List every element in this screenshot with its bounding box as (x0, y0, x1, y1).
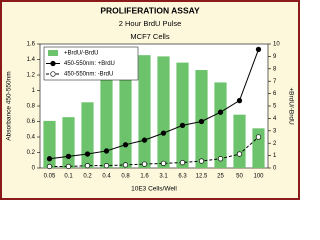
y-tick-label: 0 (32, 166, 36, 172)
chart: PROLIFERATION ASSAY 2 Hour BrdU Pulse MC… (0, 0, 300, 200)
bar (233, 114, 246, 168)
bar (214, 82, 227, 168)
y2-tick-label: 0 (273, 166, 277, 172)
y2-tick-label: 8 (273, 66, 277, 72)
marker (236, 151, 243, 157)
legend-label: 450-550nm: -BrdU (64, 72, 113, 78)
x-tick-label: 50 (236, 174, 243, 180)
x-tick-label: 0.1 (64, 174, 73, 180)
y2-tick-label: 4 (273, 116, 277, 122)
chart-title: PROLIFERATION ASSAY (100, 5, 200, 15)
bar (138, 55, 151, 168)
y-tick-label: 1 (32, 88, 36, 94)
x-tick-label: 100 (253, 174, 264, 180)
x-tick-label: 3.1 (159, 174, 168, 180)
y2-axis-label: +BrdU/-BrdU (287, 87, 294, 125)
y2-tick-label: 5 (273, 104, 277, 110)
y-axis-label: Absorbance 450-550nm (6, 71, 13, 140)
marker (255, 134, 262, 140)
marker (160, 130, 167, 136)
marker (198, 118, 205, 125)
y-tick-label: 1.4 (27, 57, 36, 63)
marker (255, 46, 262, 53)
bar (157, 56, 170, 168)
bar (81, 102, 94, 168)
y2-tick-label: 7 (273, 79, 277, 85)
legend-swatch (48, 50, 58, 56)
bar (62, 117, 75, 168)
y-tick-label: 0.2 (27, 150, 36, 156)
legend-marker (50, 71, 56, 77)
y2-tick-label: 10 (273, 42, 280, 48)
y-tick-label: 1.2 (27, 73, 36, 79)
y2-tick-label: 2 (273, 141, 277, 147)
x-tick-label: 6.3 (178, 174, 187, 180)
y-tick-label: 0.8 (27, 104, 36, 110)
marker (122, 162, 129, 168)
y-tick-label: 1.6 (27, 42, 36, 48)
marker (217, 156, 224, 162)
x-tick-label: 0.05 (44, 174, 56, 180)
bar (100, 78, 113, 168)
chart-subtitle: 2 Hour BrdU Pulse (119, 19, 182, 28)
x-tick-label: 12.5 (196, 174, 208, 180)
x-axis-label: 10E3 Cells/Well (131, 186, 177, 193)
bar (43, 120, 56, 168)
bar (176, 62, 189, 168)
y-tick-label: 0.4 (27, 135, 36, 141)
marker (103, 163, 110, 169)
marker (65, 153, 72, 160)
marker (103, 148, 110, 154)
legend-marker (50, 60, 56, 67)
y2-tick-label: 9 (273, 54, 277, 60)
y-tick-label: 0.6 (27, 119, 36, 125)
marker (236, 97, 243, 104)
marker (179, 159, 186, 166)
marker (179, 122, 186, 129)
marker (141, 161, 148, 167)
bar (119, 53, 132, 168)
x-tick-label: 0.2 (83, 174, 92, 180)
bar (252, 128, 265, 168)
marker (46, 163, 53, 170)
legend-label: 450-550nm: +BrdU (64, 61, 115, 67)
marker (160, 160, 167, 167)
marker (122, 142, 129, 148)
marker (198, 158, 205, 164)
y2-tick-label: 3 (273, 128, 277, 134)
y2-tick-label: 1 (273, 153, 277, 159)
marker (46, 156, 53, 162)
x-tick-label: 25 (217, 174, 224, 180)
line (49, 49, 259, 160)
marker (141, 137, 148, 143)
x-tick-label: 0.4 (102, 174, 111, 180)
x-tick-label: 0.8 (121, 174, 130, 180)
marker (84, 163, 91, 169)
marker (84, 151, 91, 157)
marker (65, 163, 72, 170)
y2-tick-label: 6 (273, 91, 277, 97)
legend-label: +BrdU/-BrdU (64, 51, 99, 57)
x-tick-label: 1.6 (140, 174, 149, 180)
annotation: MCF7 Cells (130, 32, 169, 41)
marker (217, 109, 224, 115)
